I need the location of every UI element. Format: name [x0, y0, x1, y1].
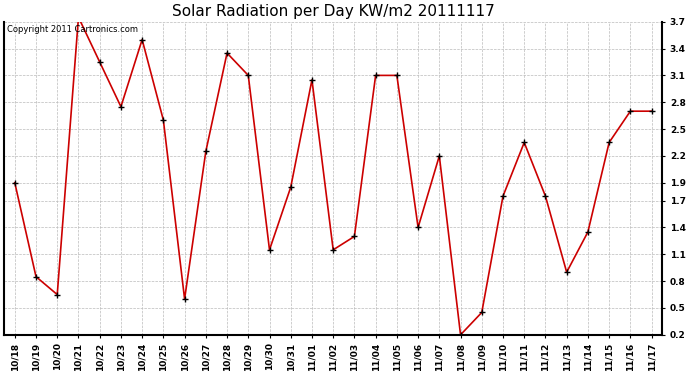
Title: Solar Radiation per Day KW/m2 20111117: Solar Radiation per Day KW/m2 20111117 — [172, 4, 495, 19]
Text: Copyright 2011 Cartronics.com: Copyright 2011 Cartronics.com — [8, 25, 139, 34]
